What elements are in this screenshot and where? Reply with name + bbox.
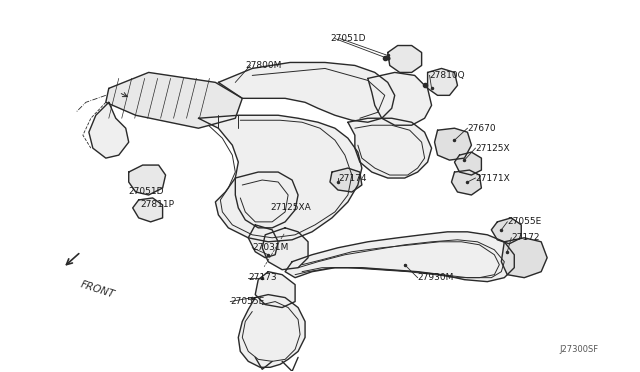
Text: 27174: 27174 [338,173,367,183]
Text: J27300SF: J27300SF [559,345,598,354]
Polygon shape [501,238,547,278]
Text: 27811P: 27811P [141,201,175,209]
Polygon shape [368,73,431,125]
Text: 27171X: 27171X [476,173,510,183]
Polygon shape [106,73,243,128]
Polygon shape [454,152,481,175]
Text: 27051D: 27051D [330,34,365,43]
Polygon shape [89,102,129,158]
Polygon shape [238,295,305,367]
Polygon shape [435,128,472,160]
Text: 27055E: 27055E [508,217,541,227]
Polygon shape [236,172,298,228]
Polygon shape [132,198,163,222]
Polygon shape [129,165,166,195]
Polygon shape [348,118,431,178]
Text: 27051D: 27051D [129,187,164,196]
Text: 27172: 27172 [511,233,540,242]
Text: 27125XA: 27125XA [270,203,311,212]
Polygon shape [330,168,362,192]
Polygon shape [262,228,308,270]
Polygon shape [248,225,278,258]
Text: 27670: 27670 [467,124,496,133]
Polygon shape [492,218,521,244]
Polygon shape [388,45,422,73]
Polygon shape [198,115,362,242]
Text: 27810Q: 27810Q [429,71,465,80]
Polygon shape [255,272,295,308]
Polygon shape [285,232,515,282]
Text: 27930M: 27930M [418,273,454,282]
Text: 27125X: 27125X [476,144,510,153]
Polygon shape [218,62,395,122]
Text: 27031M: 27031M [252,243,289,252]
Polygon shape [451,170,481,195]
Text: FRONT: FRONT [79,280,116,300]
Text: 27800M: 27800M [245,61,282,70]
Text: 27173: 27173 [248,273,277,282]
Text: 27055E: 27055E [230,297,264,306]
Polygon shape [428,68,458,95]
